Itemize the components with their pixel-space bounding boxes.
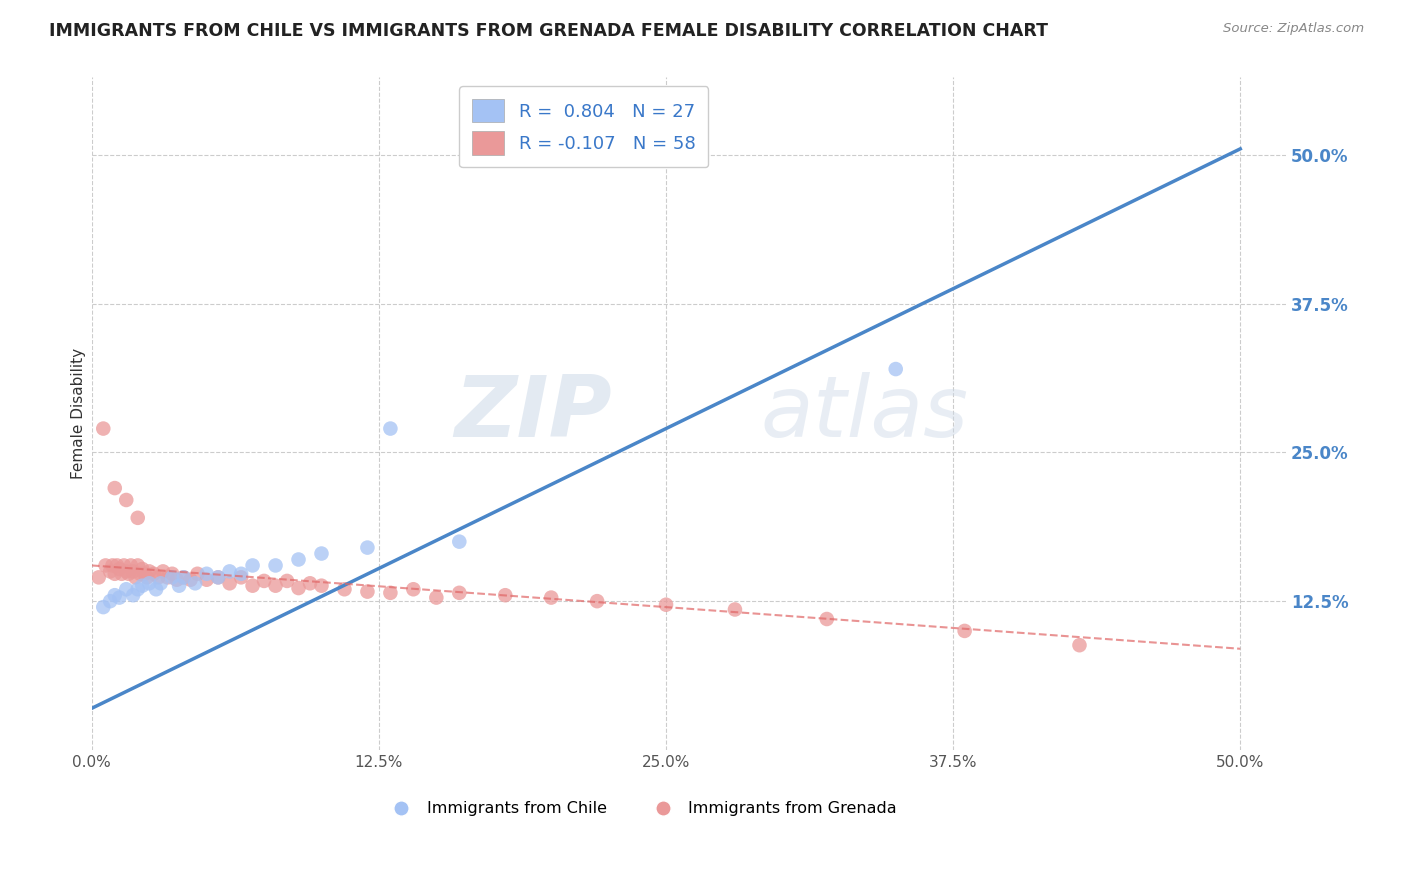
Point (117, 566, 139, 581)
Point (586, 594, 609, 608)
Point (264, 579, 287, 593)
Point (540, 591, 562, 605)
Point (120, 558, 142, 573)
Point (135, 570, 157, 584)
Point (229, 566, 252, 581)
Point (253, 574, 276, 588)
Point (229, 570, 252, 584)
Point (124, 570, 146, 584)
Point (104, 588, 127, 602)
Point (207, 570, 229, 584)
Point (380, 421, 402, 435)
Point (104, 481, 127, 495)
Text: atlas: atlas (761, 372, 969, 455)
Point (264, 558, 287, 573)
Point (1069, 638, 1091, 652)
Legend: Immigrants from Chile, Immigrants from Grenada: Immigrants from Chile, Immigrants from G… (380, 795, 904, 822)
Point (166, 573, 188, 587)
Point (287, 552, 309, 566)
Point (953, 624, 976, 638)
Point (218, 565, 240, 579)
Point (156, 570, 179, 584)
Point (311, 579, 333, 593)
Point (98, 565, 121, 579)
Point (449, 586, 471, 600)
Point (115, 493, 138, 508)
Point (91, 600, 114, 615)
Point (94, 558, 117, 573)
Point (160, 566, 183, 581)
Point (138, 565, 160, 579)
Point (91, 421, 114, 435)
Point (115, 582, 138, 597)
Point (287, 581, 309, 595)
Point (142, 566, 165, 581)
Point (380, 586, 402, 600)
Point (104, 566, 127, 581)
Point (298, 576, 321, 591)
Point (134, 566, 156, 581)
Point (131, 562, 153, 576)
Point (884, 362, 907, 376)
Point (180, 573, 202, 587)
Point (122, 565, 145, 579)
Point (149, 576, 172, 591)
Point (333, 582, 356, 597)
Point (145, 582, 167, 597)
Point (207, 570, 229, 584)
Point (449, 534, 471, 549)
Point (173, 570, 195, 584)
Point (655, 598, 678, 612)
Y-axis label: Female Disability: Female Disability (72, 348, 86, 479)
Point (148, 570, 170, 584)
Point (402, 582, 425, 597)
Point (167, 579, 190, 593)
Point (160, 570, 183, 584)
Point (127, 582, 149, 597)
Point (218, 576, 240, 591)
Point (101, 558, 124, 573)
Point (138, 576, 160, 591)
Text: ZIP: ZIP (454, 372, 612, 455)
Point (87, 570, 110, 584)
Point (129, 566, 152, 581)
Point (152, 565, 174, 579)
Text: Source: ZipAtlas.com: Source: ZipAtlas.com (1223, 22, 1364, 36)
Point (108, 591, 131, 605)
Point (356, 541, 378, 555)
Point (127, 558, 149, 573)
Point (127, 511, 149, 525)
Point (356, 584, 378, 599)
Point (105, 558, 128, 573)
Point (815, 612, 838, 626)
Point (425, 591, 447, 605)
Point (311, 547, 333, 561)
Point (131, 579, 153, 593)
Point (242, 558, 264, 573)
Point (112, 558, 135, 573)
Point (98, 594, 121, 608)
Text: IMMIGRANTS FROM CHILE VS IMMIGRANTS FROM GRENADA FEMALE DISABILITY CORRELATION C: IMMIGRANTS FROM CHILE VS IMMIGRANTS FROM… (49, 22, 1049, 40)
Point (115, 565, 138, 579)
Point (195, 573, 218, 587)
Point (122, 588, 145, 602)
Point (242, 579, 264, 593)
Point (184, 576, 207, 591)
Point (724, 602, 747, 616)
Point (494, 588, 516, 602)
Point (195, 566, 218, 581)
Point (111, 566, 134, 581)
Point (173, 570, 195, 584)
Point (276, 574, 298, 588)
Point (108, 562, 131, 576)
Point (186, 566, 208, 581)
